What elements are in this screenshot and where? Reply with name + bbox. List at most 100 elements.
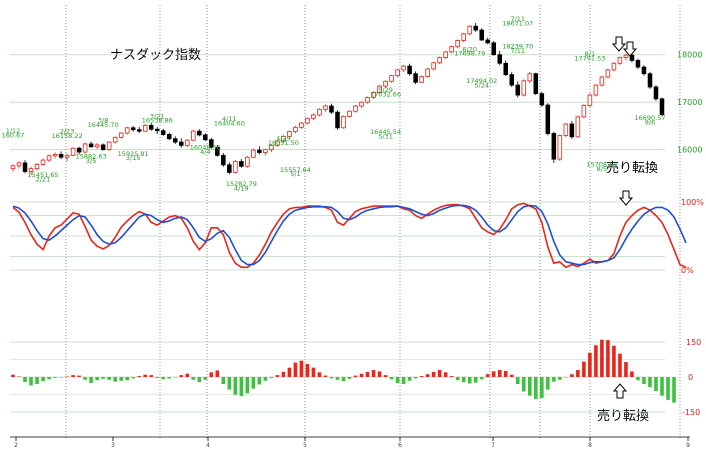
price-label: 16538.86 [142, 117, 173, 125]
hist-bar [666, 377, 670, 400]
candle-body [22, 162, 28, 172]
candle-body [317, 108, 322, 116]
candle-body [197, 130, 202, 136]
hist-bar [131, 377, 135, 379]
hist-bar [576, 370, 580, 377]
price-label: 1/12 [6, 127, 21, 135]
price-label: 16690.57 [634, 114, 665, 122]
candle-body [257, 149, 262, 153]
hist-bar [365, 371, 370, 377]
price-label: 8/5 [597, 165, 607, 173]
candle-body [545, 104, 551, 134]
chart-title: ナスダック指数 [110, 48, 202, 63]
candle-body [611, 62, 617, 71]
hist-bar [113, 377, 117, 382]
hist-bar [233, 377, 238, 395]
hist-bar [570, 374, 574, 377]
hist-tick-label: -150 [682, 408, 700, 417]
hist-bar [660, 377, 664, 396]
price-label: 2/21 [36, 175, 51, 183]
hist-bar [503, 370, 508, 377]
candle-body [563, 123, 569, 136]
candle-body [587, 94, 593, 106]
hist-sell-arrow-icon [612, 383, 628, 399]
hist-bar [413, 377, 418, 379]
price-label: 18671.07 [502, 19, 533, 27]
hist-bar [353, 375, 358, 377]
candle-body [329, 105, 334, 113]
candle-body [233, 161, 238, 173]
candle-body [40, 159, 46, 165]
candle-body [112, 136, 118, 143]
hist-bar [618, 353, 622, 377]
candle-body [311, 114, 316, 119]
hist-bar [161, 377, 166, 380]
price-label: 3/8 [98, 117, 108, 125]
hist-bar [642, 377, 646, 384]
hist-bar [209, 372, 214, 377]
sell-signal-label-bottom: 売り転換 [597, 409, 650, 424]
candle-body [305, 117, 310, 124]
hist-bar [293, 362, 298, 377]
stoch-tick-label: 100% [681, 198, 704, 207]
candle-body [142, 125, 148, 132]
x-tick-label: 9 [686, 442, 690, 449]
price-label: 7/11 [510, 47, 525, 55]
candle-body [124, 127, 130, 134]
price-label: 4/19 [234, 184, 249, 192]
candle-body [491, 42, 497, 56]
price-label: 15708.54 [586, 161, 617, 169]
price-label: 7/11 [510, 15, 525, 23]
candle-body [353, 105, 358, 112]
price-label: 18239.70 [502, 43, 533, 51]
hist-bar [552, 377, 556, 382]
candle-body [425, 68, 430, 77]
candle-body [160, 130, 166, 135]
candle-body [509, 74, 515, 86]
price-label: 16158.22 [52, 132, 83, 140]
hist-bar [558, 377, 562, 380]
hist-bar [540, 377, 544, 398]
hist-bar [203, 377, 208, 380]
x-tick-label: 7 [491, 442, 495, 449]
price-label: 15451.65 [28, 171, 59, 179]
hist-bar [515, 377, 520, 384]
candle-body [431, 62, 436, 70]
price-label: 9/6 [645, 118, 655, 126]
sell-signal-label-top: 売り転換 [606, 161, 659, 176]
candle-body [335, 111, 340, 129]
candle-body [10, 165, 16, 170]
hist-bar [71, 375, 75, 377]
hist-bar [83, 377, 87, 380]
hist-bar [11, 374, 15, 377]
candle-body [16, 162, 22, 167]
hist-bar [215, 370, 220, 377]
hist-bar [383, 375, 388, 377]
hist-tick-label: 150 [686, 338, 701, 347]
candle-body [88, 143, 94, 148]
candle-body [647, 73, 653, 88]
hist-bar [257, 377, 262, 385]
hist-bar [299, 360, 304, 377]
candle-body [521, 80, 527, 96]
candle-body [575, 116, 581, 138]
hist-bar [53, 377, 57, 378]
hist-bar [125, 377, 129, 381]
hist-bar [275, 375, 280, 377]
candle-body [46, 155, 52, 161]
candle-body [599, 76, 605, 86]
candle-body [64, 154, 70, 158]
hist-bar [527, 377, 532, 396]
hist-tick-label: 0 [688, 373, 693, 382]
hist-bar [263, 377, 268, 381]
price-label: 16051.50 [268, 139, 299, 147]
hist-bar [281, 371, 286, 377]
candle-body [359, 101, 364, 107]
candle-body [437, 57, 442, 64]
candle-body [467, 25, 472, 35]
candle-body [82, 143, 88, 153]
hist-bar [239, 377, 244, 397]
candle-body [659, 98, 665, 115]
candle-body [209, 139, 214, 148]
